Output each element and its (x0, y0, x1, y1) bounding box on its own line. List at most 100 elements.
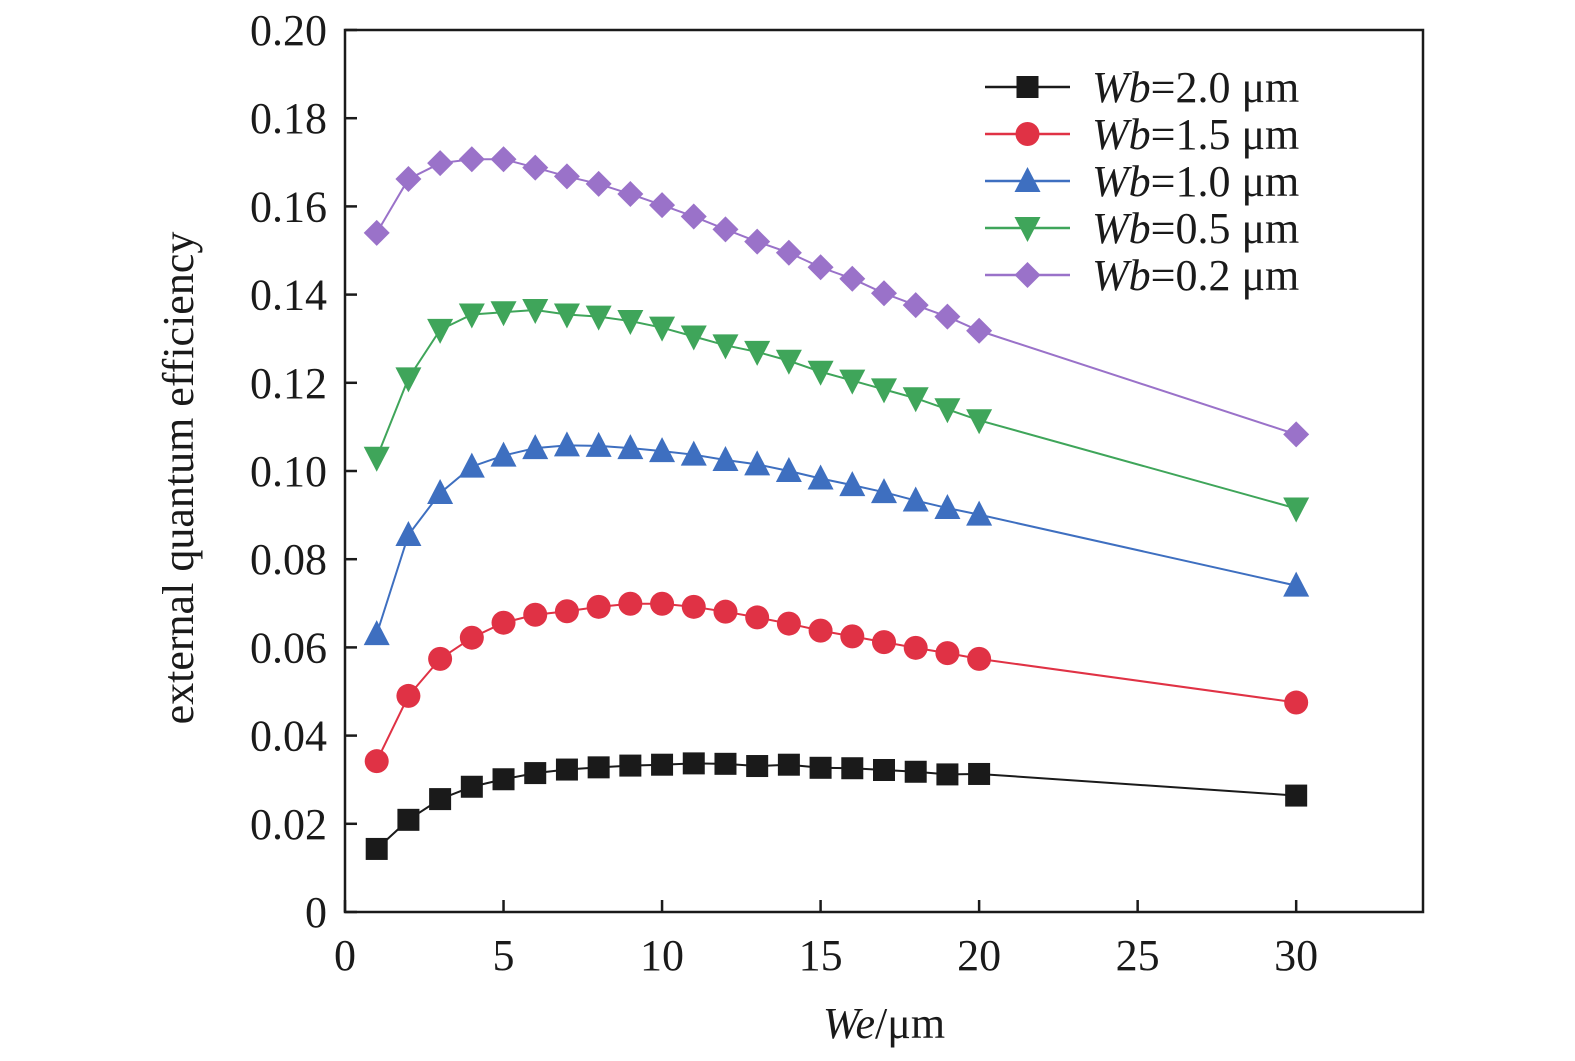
data-point (680, 203, 707, 230)
data-point (808, 618, 833, 643)
legend-label: Wb=0.5 μm (1092, 204, 1299, 253)
legend-item: Wb=0.2 μm (985, 251, 1299, 300)
legend-label-rest: =1.0 μm (1151, 157, 1300, 206)
data-point (1285, 784, 1308, 807)
data-point (1284, 690, 1309, 715)
data-point (395, 520, 422, 546)
data-point (651, 753, 674, 776)
data-point (587, 756, 610, 779)
y-tick-label: 0.06 (250, 623, 327, 672)
legend-item: Wb=1.5 μm (985, 110, 1299, 159)
data-point (363, 446, 390, 472)
data-point (966, 317, 993, 344)
data-point (364, 749, 389, 774)
data-point (524, 762, 547, 785)
data-point (681, 594, 706, 619)
data-point (522, 299, 549, 325)
legend-item: Wb=0.5 μm (985, 204, 1299, 253)
y-axis: 0 0.02 0.04 0.06 0.08 0.10 0.12 0.14 0.16 0.18 0.2… (250, 6, 357, 937)
legend-label-rest: =0.5 μm (1151, 204, 1300, 253)
data-point (744, 340, 771, 366)
data-point (490, 441, 517, 467)
data-point (585, 431, 612, 457)
data-point (934, 303, 961, 330)
legend-label-italic: Wb (1092, 251, 1151, 300)
data-point (397, 808, 420, 831)
data-point (776, 611, 801, 636)
data-point (680, 440, 707, 466)
data-point (427, 318, 454, 344)
y-tick-label: 0.16 (250, 182, 327, 231)
data-point (427, 479, 454, 505)
data-point (553, 303, 580, 329)
data-point (553, 431, 580, 457)
data-point (395, 367, 422, 393)
data-point (966, 500, 993, 526)
x-axis-label: We/μm (823, 999, 945, 1048)
data-point (713, 599, 738, 624)
data-point (966, 409, 993, 435)
data-point (744, 228, 771, 255)
data-point (903, 635, 928, 660)
x-tick-label: 5 (493, 931, 515, 980)
data-point (682, 752, 705, 775)
data-point (745, 605, 770, 630)
data-point (1283, 421, 1310, 448)
legend-item: Wb=2.0 μm (985, 63, 1299, 112)
x-tick-label: 10 (640, 931, 684, 980)
data-point (936, 763, 959, 786)
data-point (554, 599, 579, 624)
data-point (840, 624, 865, 649)
data-point (459, 625, 484, 650)
data-point (839, 265, 866, 292)
series-3 (363, 431, 1310, 646)
data-point (522, 434, 549, 460)
legend-item: Wb=1.0 μm (985, 157, 1299, 206)
legend-label: Wb=1.0 μm (1092, 157, 1299, 206)
series-4 (363, 299, 1310, 523)
data-point (363, 620, 390, 646)
y-tick-label: 0.08 (250, 535, 327, 584)
series-1 (365, 752, 1308, 860)
data-point (490, 146, 517, 173)
data-point (775, 457, 802, 482)
data-point (649, 192, 676, 219)
data-point (712, 445, 739, 471)
data-point (458, 146, 485, 173)
data-point (680, 325, 707, 351)
data-point (712, 216, 739, 243)
data-point (429, 788, 452, 811)
legend-marker (1014, 262, 1041, 288)
legend-marker (1014, 217, 1041, 242)
data-point (968, 762, 991, 785)
series-line (375, 602, 1297, 762)
legend-label-rest: =0.2 μm (1151, 251, 1300, 300)
data-point (1283, 497, 1310, 523)
data-point (935, 641, 960, 666)
data-point (746, 755, 769, 778)
data-point (460, 775, 483, 798)
series-line (375, 309, 1297, 510)
y-tick-label: 0.14 (250, 271, 327, 320)
data-point (967, 646, 992, 671)
data-point (396, 683, 421, 708)
data-point (428, 646, 453, 671)
x-axis-label-italic: We (823, 999, 875, 1048)
legend-marker (1016, 76, 1039, 98)
data-point (807, 464, 834, 490)
data-point (586, 594, 611, 619)
data-point (839, 369, 866, 395)
x-tick-label: 0 (334, 931, 356, 980)
data-point (522, 154, 549, 181)
data-point (491, 610, 516, 635)
data-point (395, 166, 422, 193)
legend-label-italic: Wb (1092, 110, 1151, 159)
data-point (871, 378, 897, 404)
data-point (617, 434, 644, 460)
legend-marker (1015, 122, 1040, 146)
legend-label: Wb=1.5 μm (1092, 110, 1299, 159)
data-point (714, 752, 737, 775)
data-point (934, 494, 961, 520)
series-5 (363, 146, 1310, 448)
